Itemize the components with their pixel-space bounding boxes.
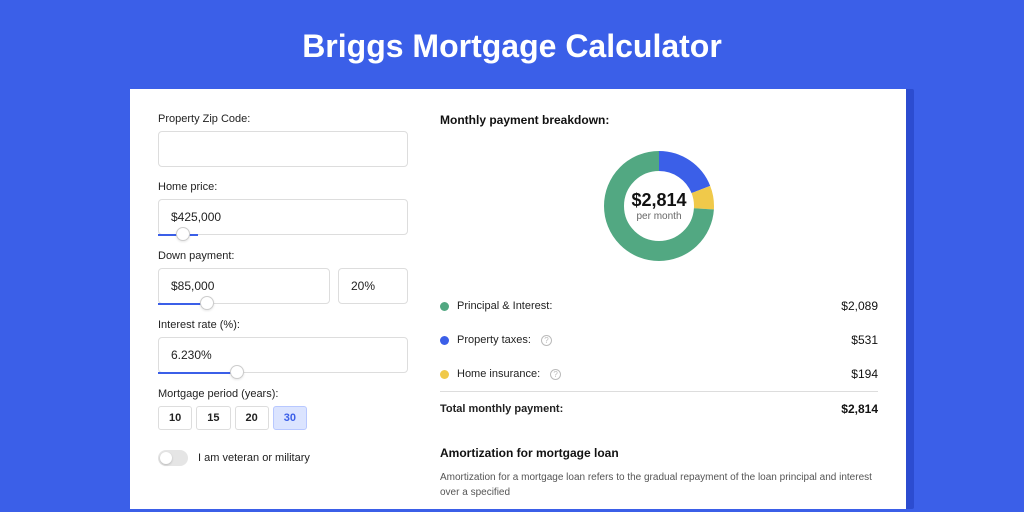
info-icon[interactable]: ? [541,335,552,346]
total-value: $2,814 [841,402,878,416]
zip-field: Property Zip Code: [158,113,408,167]
page-title: Briggs Mortgage Calculator [0,0,1024,89]
legend-value: $2,089 [841,299,878,313]
calculator-card: Property Zip Code: Home price: Down paym… [130,89,906,509]
info-icon[interactable]: ? [550,369,561,380]
legend-label: Home insurance: [457,368,540,380]
down-payment-input[interactable] [158,268,330,304]
down-payment-slider-thumb[interactable] [200,296,214,310]
breakdown-title: Monthly payment breakdown: [440,113,878,127]
card-shadow: Property Zip Code: Home price: Down paym… [130,89,914,509]
legend-row: Principal & Interest: $2,089 [440,289,878,323]
legend-label: Principal & Interest: [457,300,552,312]
interest-slider-thumb[interactable] [230,365,244,379]
legend-value: $531 [851,333,878,347]
legend-row: Home insurance:? $194 [440,357,878,391]
form-column: Property Zip Code: Home price: Down paym… [158,113,408,509]
legend-row: Property taxes:? $531 [440,323,878,357]
home-price-slider[interactable] [158,234,198,236]
donut-sub: per month [636,211,681,222]
period-options: 10 15 20 30 [158,406,408,430]
legend-dot [440,302,449,311]
zip-input[interactable] [158,131,408,167]
legend: Principal & Interest: $2,089 Property taxe… [440,289,878,391]
donut-center: $2,814 per month [594,141,724,271]
period-btn-20[interactable]: 20 [235,406,269,430]
interest-input[interactable] [158,337,408,373]
donut-chart: $2,814 per month [594,141,724,271]
period-field: Mortgage period (years): 10 15 20 30 [158,388,408,430]
total-label: Total monthly payment: [440,403,563,415]
veteran-label: I am veteran or military [198,452,310,464]
legend-label: Property taxes: [457,334,531,346]
total-row: Total monthly payment: $2,814 [440,391,878,426]
interest-slider[interactable] [158,372,238,374]
veteran-toggle[interactable] [158,450,188,466]
amortization-title: Amortization for mortgage loan [440,446,878,460]
amortization-block: Amortization for mortgage loan Amortizat… [440,446,878,500]
home-price-input[interactable] [158,199,408,235]
period-label: Mortgage period (years): [158,388,408,400]
down-payment-label: Down payment: [158,250,408,262]
breakdown-column: Monthly payment breakdown: $2,814 per mo… [440,113,878,509]
down-payment-slider[interactable] [158,303,208,305]
interest-label: Interest rate (%): [158,319,408,331]
period-btn-30[interactable]: 30 [273,406,307,430]
home-price-label: Home price: [158,181,408,193]
home-price-field: Home price: [158,181,408,236]
donut-amount: $2,814 [631,190,686,211]
down-payment-field: Down payment: [158,250,408,305]
legend-value: $194 [851,367,878,381]
zip-label: Property Zip Code: [158,113,408,125]
home-price-slider-thumb[interactable] [176,227,190,241]
period-btn-15[interactable]: 15 [196,406,230,430]
legend-dot [440,370,449,379]
amortization-text: Amortization for a mortgage loan refers … [440,470,878,500]
veteran-toggle-knob [160,452,172,464]
interest-field: Interest rate (%): [158,319,408,374]
period-btn-10[interactable]: 10 [158,406,192,430]
down-payment-pct-input[interactable] [338,268,408,304]
veteran-row: I am veteran or military [158,450,408,466]
legend-dot [440,336,449,345]
donut-chart-wrap: $2,814 per month [440,141,878,271]
